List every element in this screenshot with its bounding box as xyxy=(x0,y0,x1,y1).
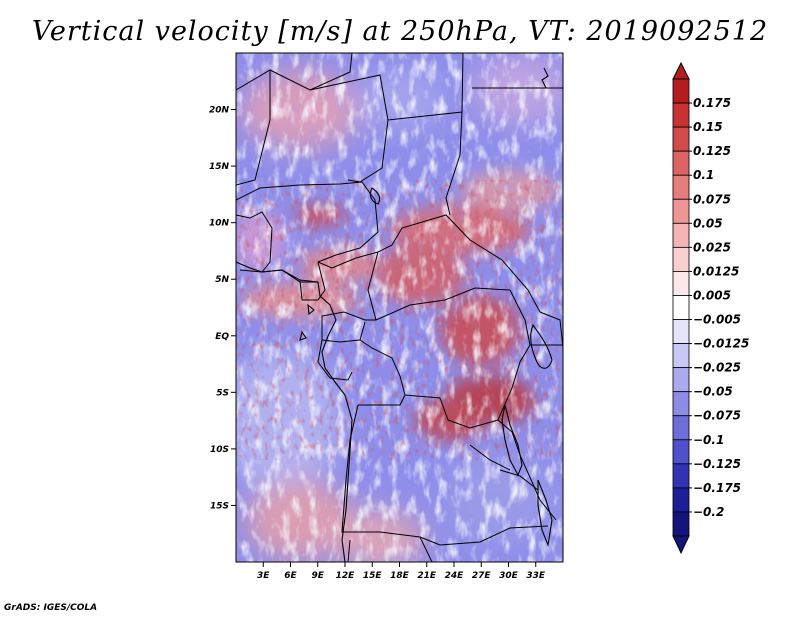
colorbar-swatch xyxy=(672,126,690,152)
y-tick-label: 5N xyxy=(215,275,229,285)
latitude-axis: 20N 15N 10N 5N EQ 5S 10S 15S xyxy=(209,106,236,511)
colorbar-swatch xyxy=(672,511,690,537)
x-tick-label: 3E xyxy=(257,571,270,581)
x-tick-label: 6E xyxy=(284,571,297,581)
velocity-field xyxy=(236,53,563,562)
coastline xyxy=(236,67,553,562)
colorbar-label: −0.1 xyxy=(693,433,724,447)
colorbar-label: 0.0125 xyxy=(693,264,739,278)
colorbar-label: −0.0125 xyxy=(693,337,749,351)
colorbar-swatch xyxy=(672,463,690,489)
colorbar-min-arrow xyxy=(672,535,690,555)
colorbar-swatch xyxy=(672,295,690,320)
colorbar-swatch xyxy=(672,343,690,369)
colorbar-swatch xyxy=(672,174,690,200)
colorbar-swatch xyxy=(672,367,690,393)
colorbar-label: −0.075 xyxy=(693,409,741,423)
colorbar-swatch xyxy=(672,319,690,344)
y-tick-label: 10S xyxy=(210,445,229,455)
y-tick-label: 10N xyxy=(209,219,230,229)
colorbar-label: 0.1 xyxy=(693,168,714,182)
x-tick-label: 21E xyxy=(417,571,437,581)
colorbar-swatch xyxy=(672,78,690,104)
colorbar-swatch xyxy=(672,415,690,441)
x-tick-label: 24E xyxy=(445,571,465,581)
colorbar: 0.175 0.15 0.125 0.1 0.075 0.05 0.025 0.0125 0.0… xyxy=(672,61,749,555)
colorbar-label: 0.125 xyxy=(693,144,731,158)
colorbar-max-arrow xyxy=(672,61,690,80)
x-tick-label: 18E xyxy=(390,571,410,581)
colorbar-label: −0.2 xyxy=(693,505,724,519)
colorbar-swatch xyxy=(672,198,690,224)
colorbar-swatch xyxy=(672,246,690,272)
colorbar-label: −0.05 xyxy=(693,385,733,399)
colorbar-label: 0.175 xyxy=(693,96,731,110)
x-tick-label: 15E xyxy=(363,571,383,581)
map-title: Vertical velocity [m/s] at 250hPa, VT: 2… xyxy=(31,16,769,47)
colorbar-label: −0.175 xyxy=(693,481,741,495)
y-tick-label: 15S xyxy=(210,501,229,511)
colorbar-label: 0.025 xyxy=(693,240,731,254)
y-tick-label: 15N xyxy=(209,162,230,172)
colorbar-swatch xyxy=(672,102,690,128)
colorbar-label: −0.025 xyxy=(693,361,741,375)
colorbar-swatch xyxy=(672,271,690,296)
longitude-axis: 3E 6E 9E 12E 15E 18E 21E 24E 27E 30E 33E xyxy=(257,562,546,581)
y-tick-label: 5S xyxy=(216,388,229,398)
colorbar-label: 0.075 xyxy=(693,192,731,206)
colorbar-swatch xyxy=(672,439,690,465)
x-tick-label: 33E xyxy=(526,571,546,581)
colorbar-swatch xyxy=(672,487,690,513)
colorbar-label: 0.005 xyxy=(693,288,731,302)
colorbar-label: 0.05 xyxy=(693,216,723,230)
y-tick-label: 20N xyxy=(209,106,230,116)
grads-credit: GrADS: IGES/COLA xyxy=(4,603,98,613)
colorbar-swatch xyxy=(672,150,690,176)
colorbar-label: −0.125 xyxy=(693,457,741,471)
colorbar-label: 0.15 xyxy=(693,120,723,134)
colorbar-swatch xyxy=(672,222,690,248)
x-tick-label: 30E xyxy=(499,571,519,581)
x-tick-label: 27E xyxy=(472,571,492,581)
colorbar-swatch xyxy=(672,391,690,417)
colorbar-label: −0.005 xyxy=(693,313,741,327)
x-tick-label: 9E xyxy=(312,571,325,581)
x-tick-label: 12E xyxy=(336,571,356,581)
y-tick-label: EQ xyxy=(215,332,229,342)
